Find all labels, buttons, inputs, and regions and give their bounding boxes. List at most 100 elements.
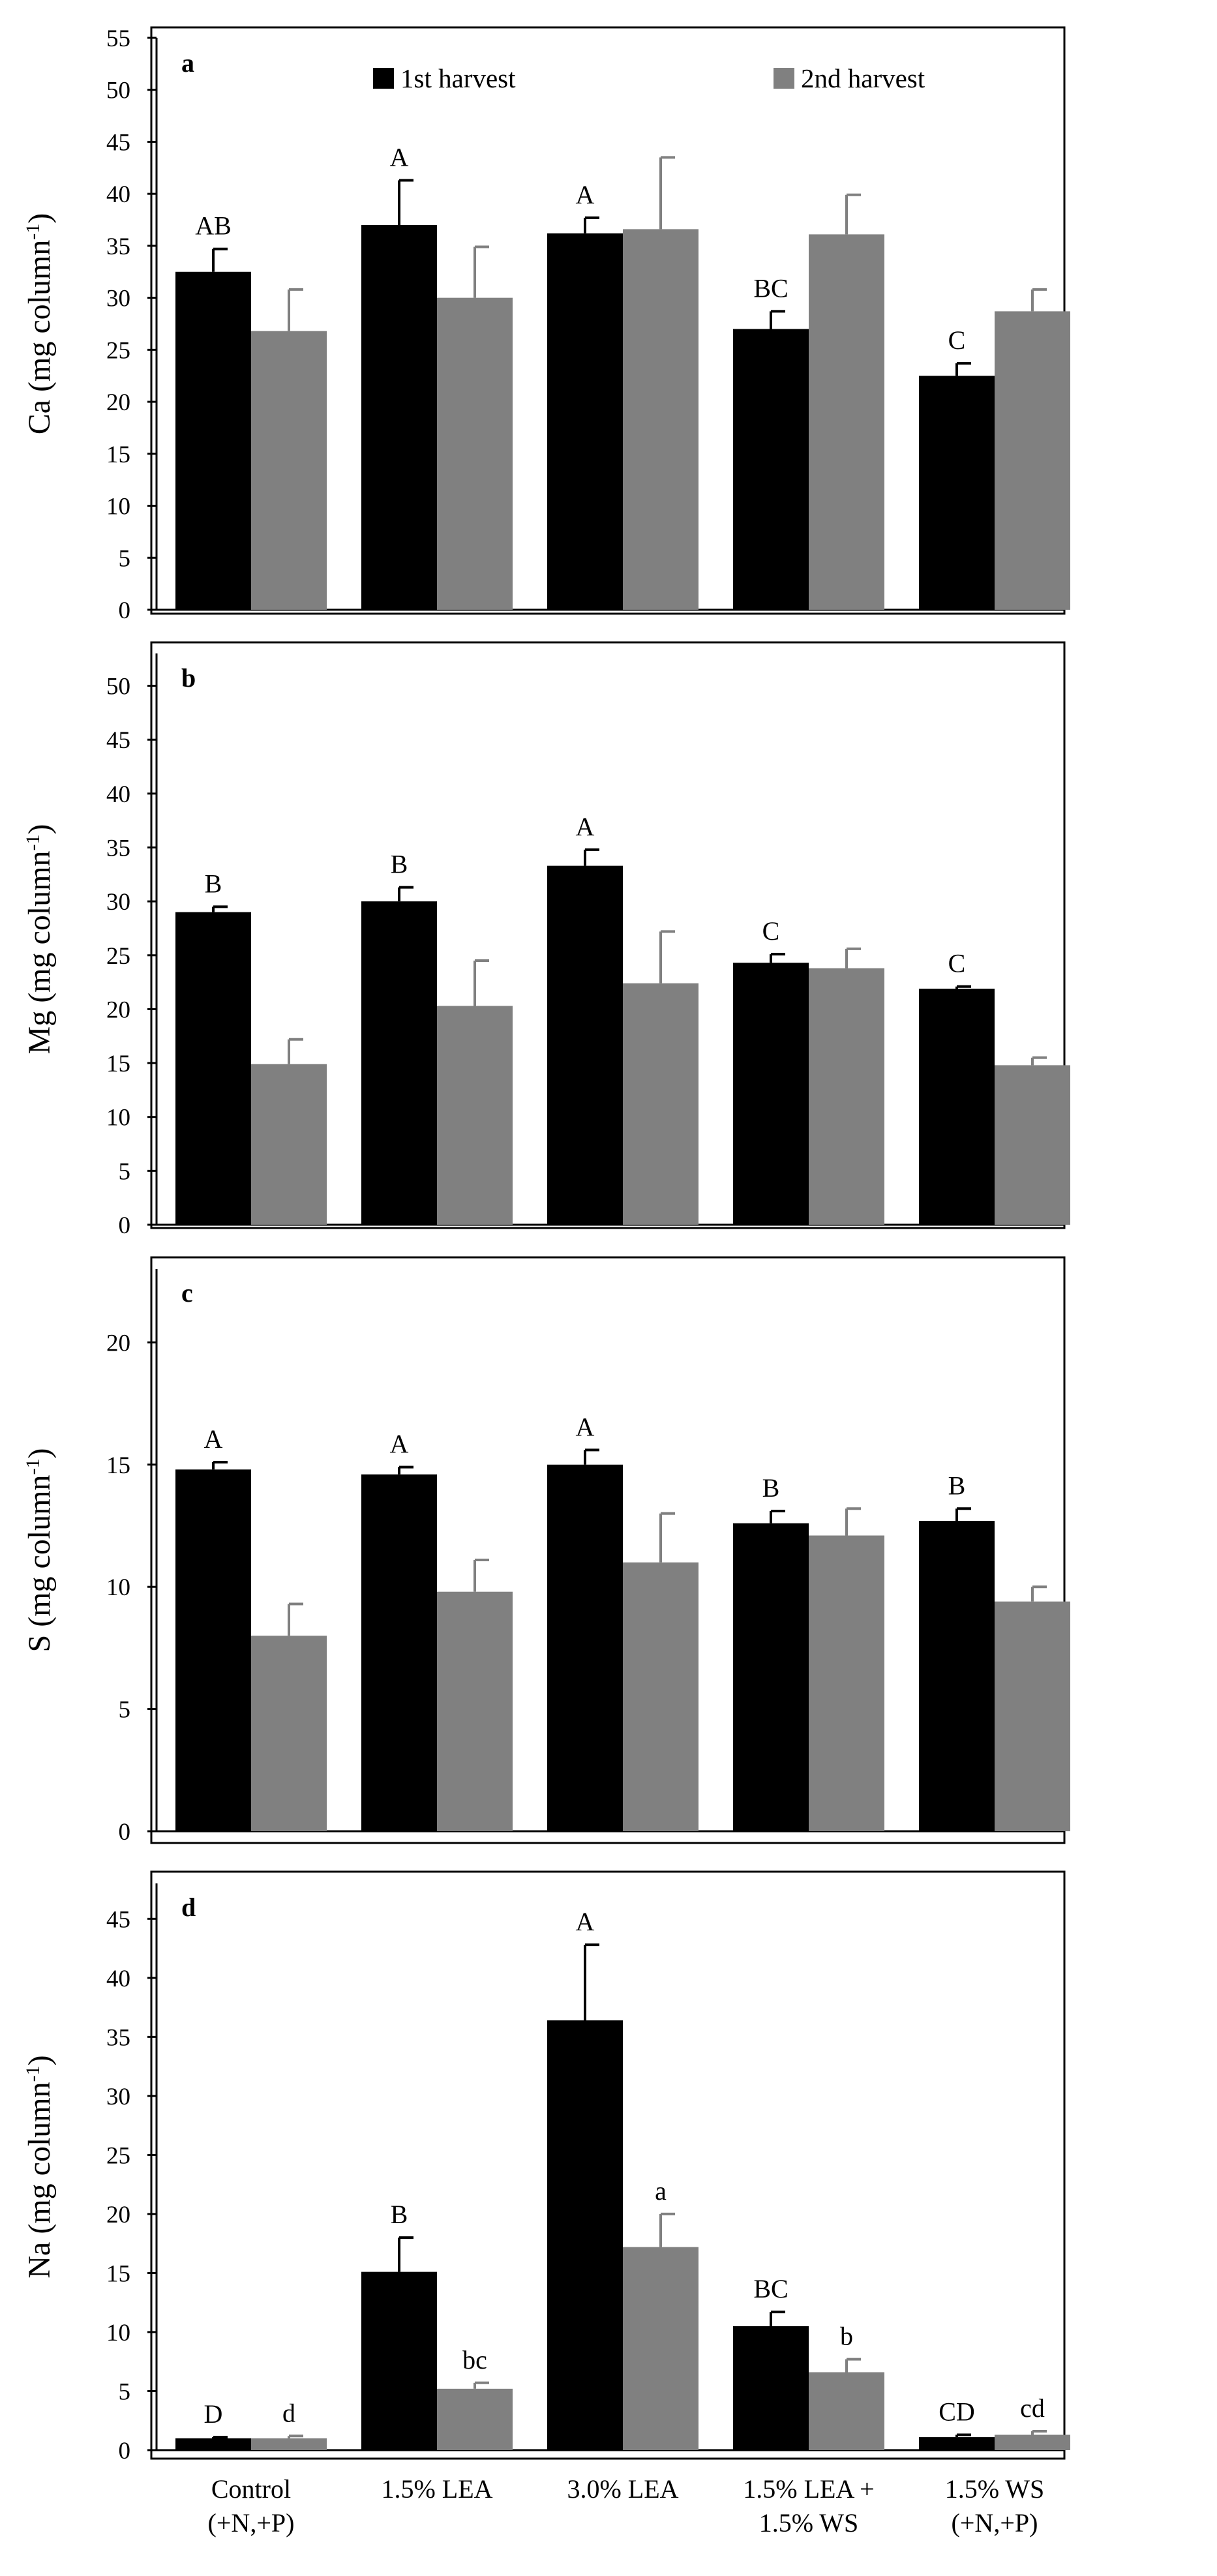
bar-1st-harvest bbox=[361, 901, 437, 1225]
bar-2nd-harvest bbox=[437, 2388, 513, 2450]
x-category-label: 1.5% LEA + bbox=[743, 2474, 874, 2504]
bar-1st-harvest bbox=[733, 329, 809, 610]
y-tick-label: 5 bbox=[119, 1158, 131, 1185]
bar-1st-harvest bbox=[547, 233, 623, 610]
bar-1st-harvest bbox=[547, 1464, 623, 1831]
y-axis-label: Ca (mg column-1) bbox=[22, 213, 57, 435]
significance-letter: B bbox=[762, 1473, 780, 1503]
significance-letter: B bbox=[391, 850, 408, 879]
y-tick-label: 30 bbox=[106, 2084, 130, 2110]
bar-2nd-harvest bbox=[251, 2438, 327, 2450]
panel-a: a 0 5 10 15 20 25 30 35 40 45 50 55 Ca (mg column-1) A… bbox=[22, 25, 1070, 624]
significance-letter: d bbox=[282, 2398, 295, 2427]
y-tick-label: 20 bbox=[106, 389, 130, 416]
bar-2nd-harvest bbox=[995, 1065, 1070, 1225]
y-tick-label: 10 bbox=[106, 1574, 130, 1601]
x-category-label: 1.5% WS bbox=[759, 2508, 859, 2538]
y-tick-label: 50 bbox=[106, 674, 130, 700]
y-tick-label: 40 bbox=[106, 1966, 130, 1992]
significance-letter: B bbox=[948, 1471, 966, 1500]
y-tick-label: 10 bbox=[106, 2320, 130, 2346]
legend: 1st harvest 2nd harvest bbox=[373, 63, 925, 93]
bar-1st-harvest bbox=[733, 963, 809, 1225]
bar-2nd-harvest bbox=[623, 2247, 699, 2450]
y-tick-label: 15 bbox=[106, 1051, 130, 1077]
bar-1st-harvest bbox=[919, 376, 995, 610]
y-tick-label: 15 bbox=[106, 2260, 130, 2287]
bar-2nd-harvest bbox=[437, 1006, 513, 1225]
y-tick-label: 45 bbox=[106, 129, 130, 156]
x-category-label: (+N,+P) bbox=[952, 2508, 1038, 2538]
bar-2nd-harvest bbox=[995, 2434, 1070, 2450]
legend-swatch-2nd-harvest bbox=[774, 68, 794, 89]
y-tick-label: 15 bbox=[106, 1452, 130, 1479]
bar-1st-harvest bbox=[175, 912, 251, 1225]
legend-swatch-1st-harvest bbox=[373, 68, 394, 89]
bar-1st-harvest bbox=[361, 225, 437, 610]
y-tick-label: 25 bbox=[106, 337, 130, 364]
y-tick-label: 0 bbox=[119, 1819, 131, 1846]
y-tick-label: 55 bbox=[106, 25, 130, 52]
significance-letter: CD bbox=[939, 2397, 975, 2426]
significance-letter: B bbox=[205, 869, 222, 898]
significance-letter: A bbox=[576, 180, 595, 209]
bar-2nd-harvest bbox=[623, 229, 699, 610]
panel-b: b 0 5 10 15 20 25 30 35 40 45 50 Mg (mg column-1) B B A… bbox=[22, 641, 1070, 1239]
y-tick-label: 30 bbox=[106, 286, 130, 312]
significance-letter: A bbox=[390, 1430, 409, 1459]
x-category-label: 1.5% LEA bbox=[381, 2474, 492, 2504]
bar-1st-harvest bbox=[361, 1474, 437, 1831]
bar-2nd-harvest bbox=[809, 968, 884, 1225]
significance-letter: AB bbox=[195, 211, 232, 241]
y-tick-label: 5 bbox=[119, 545, 131, 572]
y-tick-label: 35 bbox=[106, 835, 130, 862]
y-tick-label: 10 bbox=[106, 494, 130, 520]
bar-1st-harvest bbox=[175, 271, 251, 610]
y-tick-label: 40 bbox=[106, 181, 130, 208]
y-tick-label: 20 bbox=[106, 1330, 130, 1356]
y-tick-label: 0 bbox=[119, 1212, 131, 1239]
bar-2nd-harvest bbox=[809, 1535, 884, 1831]
bar-2nd-harvest bbox=[251, 1636, 327, 1831]
y-tick-label: 35 bbox=[106, 2024, 130, 2051]
panel-frame bbox=[150, 1256, 1066, 1844]
significance-letter: C bbox=[948, 325, 966, 355]
x-category-label: 1.5% WS bbox=[945, 2474, 1045, 2504]
significance-letter: cd bbox=[1020, 2393, 1045, 2423]
y-tick-label: 20 bbox=[106, 2202, 130, 2228]
panel-letter: b bbox=[181, 663, 196, 693]
y-tick-label: 35 bbox=[106, 233, 130, 260]
y-tick-label: 10 bbox=[106, 1105, 130, 1131]
y-tick-label: 25 bbox=[106, 943, 130, 970]
y-tick-label: 45 bbox=[106, 1906, 130, 1933]
bar-2nd-harvest bbox=[437, 1591, 513, 1831]
bar-2nd-harvest bbox=[251, 1064, 327, 1225]
bar-1st-harvest bbox=[919, 1521, 995, 1831]
y-tick-label: 25 bbox=[106, 2142, 130, 2169]
y-axis-label: Na (mg column-1) bbox=[22, 2055, 57, 2278]
significance-letter: a bbox=[655, 2176, 667, 2206]
y-tick-label: 5 bbox=[119, 1697, 131, 1724]
significance-letter: D bbox=[204, 2399, 223, 2429]
significance-letter: A bbox=[576, 812, 595, 841]
bar-1st-harvest bbox=[175, 1469, 251, 1831]
y-tick-label: 0 bbox=[119, 2438, 131, 2464]
y-tick-label: 40 bbox=[106, 781, 130, 808]
y-tick-label: 45 bbox=[106, 727, 130, 754]
bar-1st-harvest bbox=[919, 989, 995, 1225]
bar-1st-harvest bbox=[733, 1523, 809, 1831]
bar-1st-harvest bbox=[361, 2271, 437, 2450]
bar-2nd-harvest bbox=[437, 297, 513, 610]
y-tick-label: 50 bbox=[106, 78, 130, 104]
panel-frame bbox=[150, 641, 1066, 1229]
significance-letter: b bbox=[840, 2322, 853, 2351]
bar-2nd-harvest bbox=[809, 234, 884, 610]
significance-letter: BC bbox=[753, 273, 788, 303]
panel-c: c 0 5 10 15 20 S (mg column-1) A A A B B bbox=[22, 1256, 1070, 1846]
panel-letter: a bbox=[181, 48, 194, 78]
significance-letter: bc bbox=[462, 2345, 487, 2374]
bar-1st-harvest bbox=[175, 2438, 251, 2450]
x-category-label: 3.0% LEA bbox=[567, 2474, 678, 2504]
legend-label-1st-harvest: 1st harvest bbox=[400, 63, 516, 93]
